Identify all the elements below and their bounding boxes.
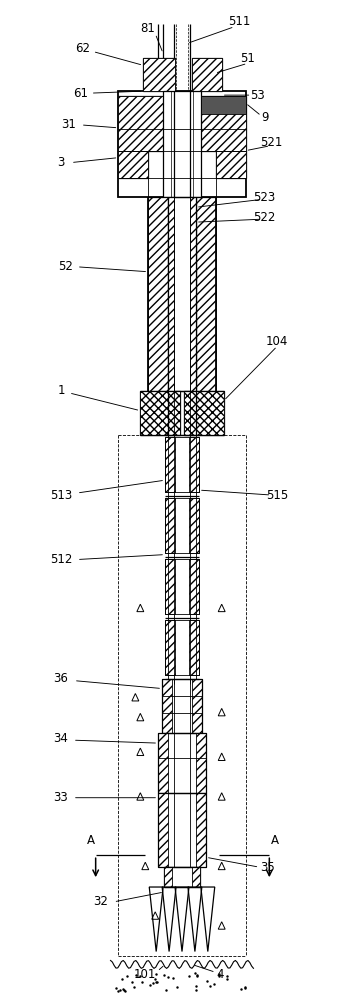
Bar [216,151,245,178]
Bar [143,58,175,91]
Bar [189,559,199,614]
Bar [165,620,199,675]
Bar [189,437,199,492]
Text: 515: 515 [266,489,288,502]
Bar [190,197,196,391]
Bar [148,197,168,391]
Text: 81: 81 [140,22,155,35]
Text: 34: 34 [54,732,68,745]
Text: 511: 511 [228,15,251,28]
Bar [216,151,245,178]
Bar [158,793,168,867]
Text: 513: 513 [50,489,72,502]
Bar [162,679,202,733]
Bar [184,391,224,435]
Bar [162,679,172,733]
Bar [158,793,206,867]
Text: 32: 32 [93,895,108,908]
Bar [192,58,222,91]
Text: 31: 31 [62,118,76,131]
Text: A: A [271,834,279,847]
Bar [164,867,172,887]
Text: 62: 62 [75,42,90,55]
Bar [143,58,175,91]
Bar [158,733,206,793]
Text: A: A [87,834,95,847]
Bar [196,733,206,793]
Text: 51: 51 [240,52,255,65]
Text: 61: 61 [73,87,88,100]
Bar [165,498,199,553]
Bar [164,867,200,887]
Bar [192,679,202,733]
Bar [189,620,199,675]
Text: 35: 35 [260,861,275,874]
Bar [119,96,163,151]
Bar [201,96,245,151]
Text: 52: 52 [59,260,73,273]
Text: 36: 36 [54,672,68,685]
Bar [196,197,216,391]
Bar [140,391,180,435]
Bar [168,197,174,391]
Bar [165,559,199,614]
Bar [184,391,224,435]
Bar [192,58,222,91]
Bar [158,733,168,793]
Bar [192,867,200,887]
Text: 9: 9 [262,111,269,124]
Bar [201,96,245,151]
Bar [196,793,206,867]
Bar [165,437,199,492]
Bar [119,151,148,178]
Bar [140,391,180,435]
Bar [165,498,175,553]
Bar [119,96,163,151]
Bar [163,91,201,197]
Bar [119,91,245,197]
Text: 523: 523 [253,191,276,204]
Bar [165,559,175,614]
Text: 53: 53 [250,89,265,102]
Text: 101: 101 [134,968,157,981]
Bar [119,151,148,178]
Bar [201,96,245,114]
Text: 104: 104 [266,335,288,348]
Bar [165,620,175,675]
Text: 3: 3 [57,156,65,169]
Text: 522: 522 [253,211,276,224]
Text: 512: 512 [50,553,72,566]
Text: 33: 33 [54,791,68,804]
Text: 521: 521 [260,136,282,149]
Bar [189,498,199,553]
Bar [165,437,175,492]
Text: 1: 1 [57,384,65,397]
Text: 4: 4 [216,968,223,981]
